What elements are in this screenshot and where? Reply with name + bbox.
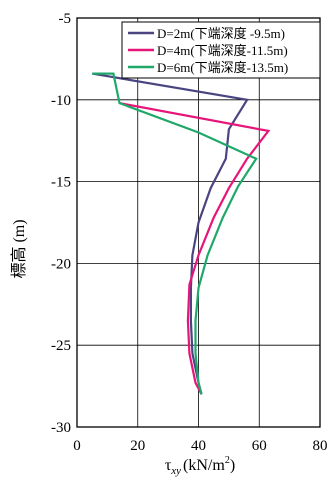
y-tick-label: -25 [51, 338, 71, 354]
y-tick-label: -5 [59, 11, 72, 27]
x-tick-label: 80 [313, 438, 328, 454]
legend-label-2: D=4m(下端深度-11.5m) [157, 43, 288, 58]
y-tick-labels: -5 -10 -15 -20 -25 -30 [51, 11, 71, 436]
x-axis-label: τxy (kN/m2) [165, 455, 235, 477]
x-tick-label: 20 [130, 438, 145, 454]
series-lines [92, 72, 271, 395]
x-tick-label: 0 [73, 438, 81, 454]
x-axis-subscript: xy [170, 465, 181, 477]
legend-label-1: D=2m(下端深度 -9.5m) [157, 26, 285, 41]
x-axis-unit-close: ) [230, 457, 235, 474]
y-axis-label: 標高 (m) [10, 219, 28, 278]
series-line-3 [92, 72, 258, 395]
x-tick-label: 40 [191, 438, 206, 454]
x-axis-symbol: τ [165, 457, 172, 474]
legend: D=2m(下端深度 -9.5m) D=4m(下端深度-11.5m) D=6m(下端深… [121, 21, 321, 79]
series-line-2 [119, 102, 271, 395]
y-tick-label: -15 [51, 175, 71, 191]
x-axis-unit-sup: 2 [225, 455, 230, 466]
legend-box [121, 21, 321, 79]
x-tick-label: 60 [252, 438, 267, 454]
y-tick-label: -10 [51, 93, 71, 109]
x-axis-unit: (kN/m [183, 457, 225, 474]
x-tick-labels: 0 20 40 60 80 [73, 438, 327, 454]
y-tick-label: -30 [51, 420, 71, 436]
plot-frame [76, 17, 321, 428]
y-tick-label: -20 [51, 256, 71, 272]
legend-label-3: D=6m(下端深度-13.5m) [157, 60, 288, 75]
